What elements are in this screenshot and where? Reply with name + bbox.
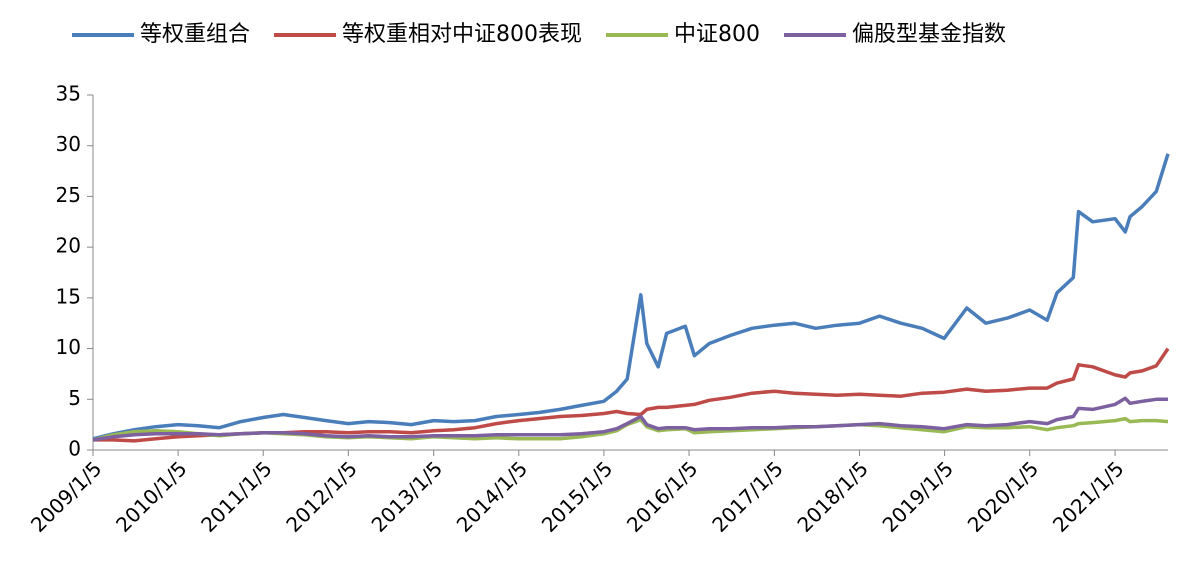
x-tick-label: 2018/1/5 — [792, 456, 872, 536]
y-tick-label: 35 — [56, 82, 81, 106]
y-tick-label: 15 — [56, 284, 81, 308]
x-tick-label: 2015/1/5 — [537, 456, 617, 536]
series-line — [92, 153, 1170, 441]
y-tick-label: 25 — [56, 183, 81, 207]
y-tick-label: 30 — [56, 132, 81, 156]
legend-label: 偏股型基金指数 — [852, 22, 1006, 47]
x-tick-label: 2013/1/5 — [367, 456, 447, 536]
x-tick-label: 2021/1/5 — [1048, 456, 1128, 536]
y-tick-label: 5 — [68, 386, 81, 410]
x-tick-label: 2016/1/5 — [622, 456, 702, 536]
x-tick-label: 2014/1/5 — [452, 456, 532, 536]
x-tick-label: 2017/1/5 — [707, 456, 787, 536]
legend-label: 等权重组合 — [140, 22, 250, 47]
x-tick-label: 2020/1/5 — [963, 456, 1043, 536]
y-tick-label: 0 — [68, 437, 81, 461]
y-tick-label: 20 — [56, 234, 81, 258]
x-tick-label: 2011/1/5 — [196, 456, 276, 536]
x-tick-label: 2019/1/5 — [878, 456, 958, 536]
x-tick-label: 2009/1/5 — [26, 456, 106, 536]
x-tick-label: 2010/1/5 — [111, 456, 191, 536]
x-tick-label: 2012/1/5 — [281, 456, 361, 536]
y-tick-label: 10 — [56, 335, 81, 359]
legend-label: 等权重相对中证800表现 — [342, 22, 582, 47]
legend-label: 中证800 — [674, 22, 760, 47]
series-line — [92, 396, 1168, 442]
